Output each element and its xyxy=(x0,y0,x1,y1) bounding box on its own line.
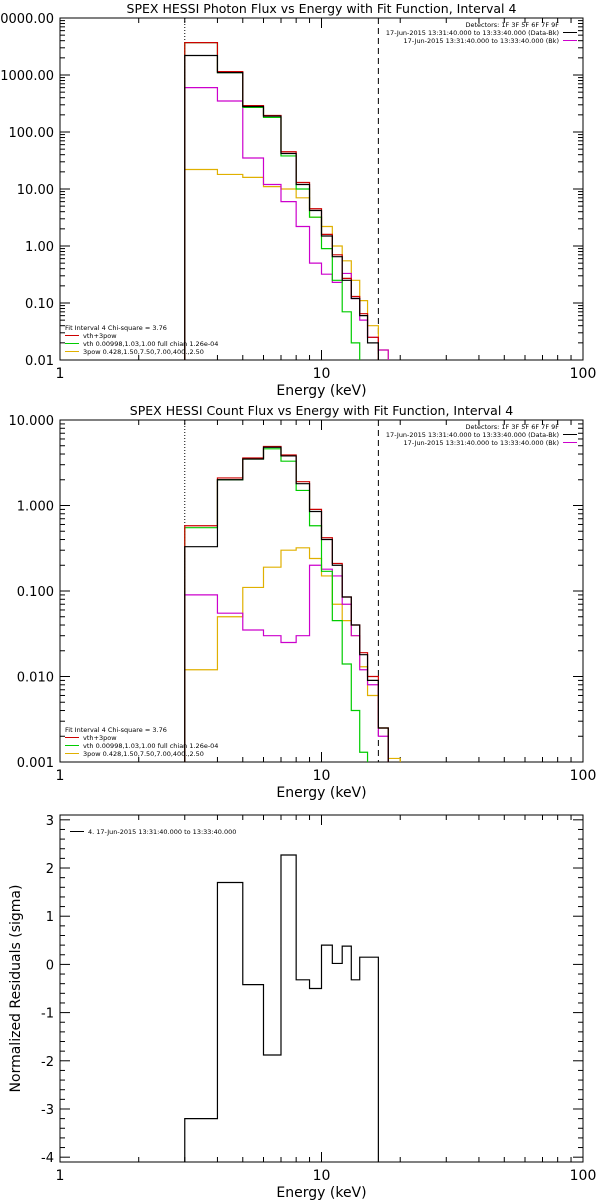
chart-panel-1: SPEX HESSI Photon Flux vs Energy with Fi… xyxy=(0,1,597,399)
x-tick-label: 1 xyxy=(56,1168,65,1184)
y-tick-label: 10000.00 xyxy=(0,12,54,27)
y-tick-label: 0.001 xyxy=(17,756,54,771)
y-tick-label: 0.01 xyxy=(25,354,54,369)
x-tick-label: 10 xyxy=(313,1168,331,1184)
x-tick-label: 10 xyxy=(313,768,331,784)
y-tick-label: -3 xyxy=(41,1103,54,1118)
y-tick-label: 1000.00 xyxy=(0,69,54,84)
x-tick-label: 1 xyxy=(56,768,65,784)
y-tick-label: 100.00 xyxy=(9,126,55,141)
legend-entry: 17-Jun-2015 13:31:40.000 to 13:33:40.000… xyxy=(404,37,559,45)
plot-area xyxy=(184,18,389,360)
series-line xyxy=(184,168,389,360)
plot-area xyxy=(184,854,379,1162)
x-axis-label: Energy (keV) xyxy=(276,785,366,801)
x-axis-label: Energy (keV) xyxy=(276,1185,366,1200)
y-tick-label: 0 xyxy=(46,958,54,973)
series-line xyxy=(184,564,389,762)
y-axis-label: Normalized Residuals (sigma) xyxy=(8,885,24,1093)
chart-panel-2: SPEX HESSI Count Flux vs Energy with Fit… xyxy=(9,403,597,801)
legend-entry: vth 0.00998,1.03,1.00 full chian 1.26e-0… xyxy=(83,340,218,348)
y-tick-label: 1.000 xyxy=(17,500,54,515)
plot-frame xyxy=(59,419,584,763)
y-tick-label: 2 xyxy=(46,862,54,877)
series-line xyxy=(184,42,379,360)
series-line xyxy=(184,547,401,762)
legend-entry: 17-Jun-2015 13:31:40.000 to 13:33:40.000… xyxy=(386,29,559,37)
series-line xyxy=(184,54,379,360)
x-tick-label: 1 xyxy=(56,366,65,382)
x-tick-label: 100 xyxy=(570,768,597,784)
chart-title: SPEX HESSI Photon Flux vs Energy with Fi… xyxy=(127,1,517,16)
y-tick-label: 1 xyxy=(46,910,54,925)
series-line xyxy=(184,445,389,762)
x-tick-label: 100 xyxy=(570,1168,597,1184)
chart-title: SPEX HESSI Count Flux vs Energy with Fit… xyxy=(130,403,513,418)
y-tick-label: 1.00 xyxy=(25,240,54,255)
y-tick-label: -2 xyxy=(41,1055,54,1070)
y-tick-label: 10.00 xyxy=(17,183,54,198)
legend-entry: 4. 17-Jun-2015 13:31:40.000 to 13:33:40.… xyxy=(88,828,236,836)
legend-entry: 17-Jun-2015 13:31:40.000 to 13:33:40.000… xyxy=(386,431,559,439)
series-line xyxy=(184,42,361,360)
x-axis-label: Energy (keV) xyxy=(276,383,366,399)
series-line xyxy=(184,446,389,762)
legend-entry: Fit Interval 4 Chi-square = 3.76 xyxy=(65,726,167,734)
legend-entry: 17-Jun-2015 13:31:40.000 to 13:33:40.000… xyxy=(404,439,559,447)
legend-entry: vth+3pow xyxy=(83,332,117,340)
legend-entry: vth 0.00998,1.03,1.00 full chian 1.26e-0… xyxy=(83,742,218,750)
y-tick-label: 0.010 xyxy=(17,671,54,686)
legend-entry: Detectors: 1F 3F 5F 6F 7F 9F xyxy=(465,21,559,29)
plot-frame xyxy=(59,17,584,361)
legend-entry: 3pow 0.428,1.50,7.50,7.00,400.,2.50 xyxy=(83,750,204,758)
legend-entry: Detectors: 1F 3F 5F 6F 7F 9F xyxy=(465,423,559,431)
plot-area xyxy=(184,420,401,762)
y-tick-label: 0.100 xyxy=(17,585,54,600)
y-tick-label: -1 xyxy=(41,1007,54,1022)
x-tick-label: 100 xyxy=(570,366,597,382)
legend-entry: Fit Interval 4 Chi-square = 3.76 xyxy=(65,324,167,332)
legend-entry: 3pow 0.428,1.50,7.50,7.00,400.,2.50 xyxy=(83,348,204,356)
x-tick-label: 10 xyxy=(313,366,331,382)
y-tick-label: 10.000 xyxy=(9,414,55,429)
series-line xyxy=(184,87,389,360)
y-tick-label: -4 xyxy=(41,1151,54,1166)
series-line xyxy=(184,854,379,1162)
y-tick-label: 3 xyxy=(46,814,54,829)
legend-entry: vth+3pow xyxy=(83,734,117,742)
y-tick-label: 0.10 xyxy=(25,297,54,312)
